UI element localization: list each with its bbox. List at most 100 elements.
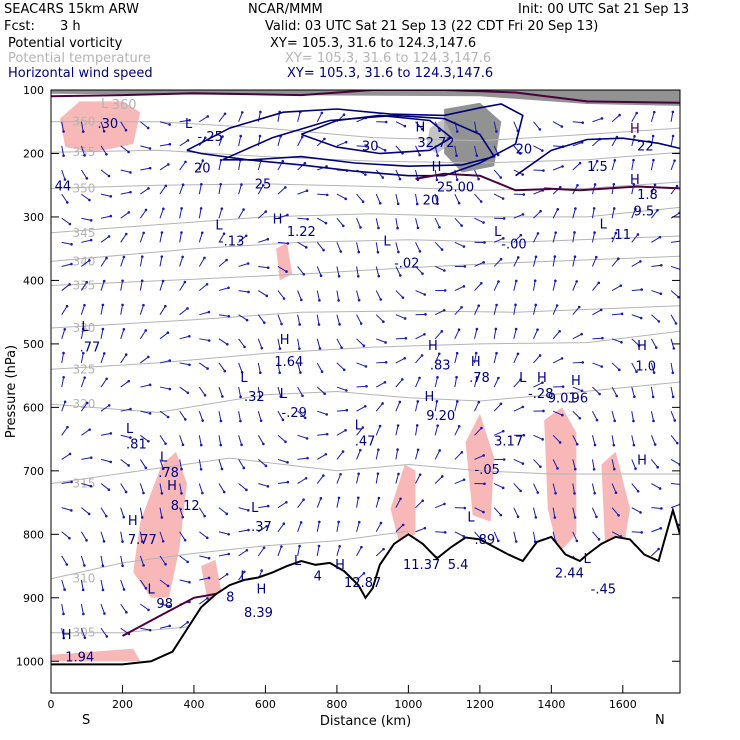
wind-vector <box>140 603 149 611</box>
wind-vector <box>120 121 127 131</box>
wind-vector-head <box>398 400 402 404</box>
annotation-51: H <box>637 339 647 354</box>
wind-vector-head <box>199 207 203 210</box>
wind-vector <box>80 121 84 132</box>
x-tick-label: 200 <box>112 698 133 711</box>
wind-vector-head <box>146 126 150 130</box>
wind-vector-head <box>597 538 601 541</box>
wind-vector <box>356 338 365 347</box>
theta-contour-315 <box>51 457 680 484</box>
wind-vector-head <box>62 612 65 616</box>
wind-vector <box>415 527 426 533</box>
wind-vector <box>61 121 65 132</box>
theta-contour-345 <box>51 206 680 234</box>
wind-vector-head <box>403 124 407 128</box>
wind-vector <box>533 483 539 493</box>
wind-vector <box>140 167 151 171</box>
wind-vector-head <box>396 448 399 451</box>
wind-vector <box>218 531 229 535</box>
wind-vector-head <box>640 288 644 291</box>
wind-vector-head <box>259 419 263 423</box>
annotation-48: 9.01 <box>548 391 577 406</box>
wind-vector-head <box>382 547 385 551</box>
wind-vector-head <box>418 473 422 476</box>
wind-vector <box>493 507 502 516</box>
pv-contour-0 <box>51 90 680 104</box>
wind-vector <box>572 435 578 445</box>
wind-vector-head <box>183 538 187 542</box>
wind-vector <box>258 265 269 269</box>
wind-vector <box>670 111 674 122</box>
wind-vector-head <box>573 516 577 519</box>
wind-vector-head <box>127 464 130 467</box>
wind-vector-head <box>516 515 520 519</box>
wind-vector-head <box>85 177 89 180</box>
wind-vector-head <box>140 540 144 543</box>
wind-vector <box>356 546 362 557</box>
wind-vector <box>513 304 517 315</box>
wind-vector-head <box>594 255 598 259</box>
wind-vector-head <box>475 376 479 379</box>
wind-vector <box>120 191 131 195</box>
wind-vector-head <box>514 303 517 307</box>
wind-vector <box>297 338 300 349</box>
wind-vector <box>415 218 419 229</box>
wind-vector <box>140 356 149 364</box>
wind-vector <box>297 362 301 373</box>
wind-vector-head <box>102 352 106 355</box>
wind-vector <box>592 309 602 316</box>
init-time: Init: 00 UTC Sat 21 Sep 13 <box>518 2 690 17</box>
theta-contour-340 <box>51 235 680 262</box>
wind-vector <box>257 459 267 467</box>
wind-vector <box>650 386 654 397</box>
wind-vector-head <box>306 217 309 221</box>
wind-vector <box>631 459 637 469</box>
wind-vector <box>336 242 342 252</box>
annotation-74: L <box>294 554 302 569</box>
wind-vector-head <box>181 183 185 187</box>
wind-vector <box>591 507 597 518</box>
wind-vector-head <box>105 377 108 381</box>
wind-vector <box>139 256 143 267</box>
wind-vector-head <box>613 419 616 423</box>
theta-contour-360 <box>51 121 680 142</box>
wind-vector <box>415 194 418 205</box>
wind-vector-head <box>205 282 209 286</box>
annotation-22: L <box>494 225 502 240</box>
wind-vector-head <box>223 369 227 373</box>
wind-vector-head <box>620 312 624 316</box>
theta-contour-355 <box>51 149 680 164</box>
wind-vector <box>159 185 167 195</box>
wind-vector <box>434 241 443 250</box>
wind-vector <box>454 531 464 537</box>
theta-contour-label-3: 320 <box>72 397 95 411</box>
wind-vector-head <box>652 371 656 374</box>
wind-vector <box>179 139 189 147</box>
wind-vector-head <box>242 208 245 211</box>
wind-vector-head <box>344 428 347 432</box>
wind-vector-head <box>573 255 577 258</box>
wind-vector-head <box>203 256 206 260</box>
wind-vector-head <box>499 402 503 406</box>
wind-vector-head <box>70 509 73 512</box>
wind-vector-head <box>168 123 171 126</box>
wind-vector <box>454 479 465 484</box>
wind-vector-head <box>105 635 109 638</box>
wind-vector-head <box>593 443 597 447</box>
wind-vector-head <box>101 303 105 307</box>
wind-vector <box>297 190 308 195</box>
wind-vector-head <box>225 258 228 262</box>
wind-vector <box>415 401 419 412</box>
wind-vector <box>493 304 498 315</box>
wind-vector-head <box>341 224 345 228</box>
wind-vector <box>552 531 556 542</box>
wind-vector <box>61 169 66 180</box>
wind-vector <box>218 411 222 422</box>
wind-vector <box>218 573 228 581</box>
annotation-47: H <box>537 371 547 386</box>
wind-vector <box>651 209 658 219</box>
wind-vector <box>120 459 129 466</box>
wind-vector-head <box>420 354 424 357</box>
wind-vector <box>139 555 145 566</box>
wind-vector-head <box>161 279 165 283</box>
